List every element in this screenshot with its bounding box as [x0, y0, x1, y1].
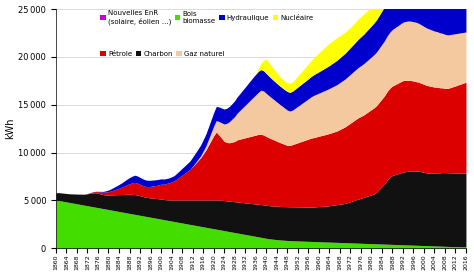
- Y-axis label: kWh: kWh: [6, 118, 16, 139]
- Legend: Pétrole, Charbon, Gaz naturel: Pétrole, Charbon, Gaz naturel: [100, 51, 224, 57]
